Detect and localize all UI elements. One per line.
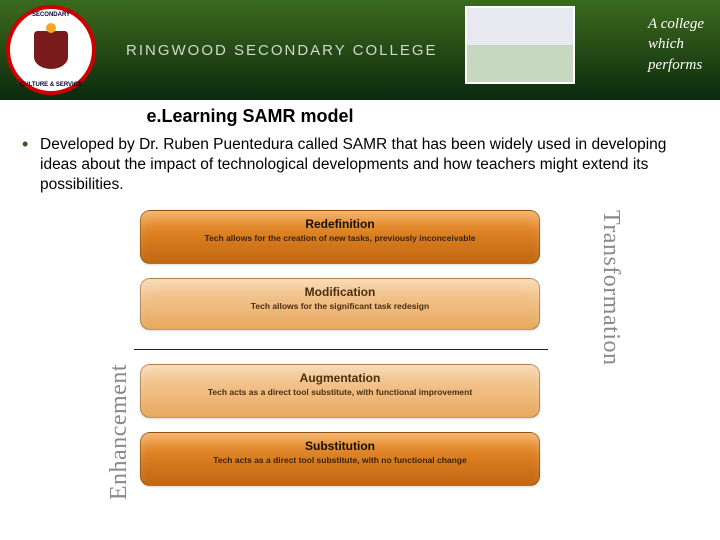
tagline-line-1: A college: [648, 14, 704, 34]
header-banner: SECONDARY CULTURE & SERVICE RINGWOOD SEC…: [0, 0, 720, 100]
label-transformation: Transformation: [597, 210, 624, 365]
bullet-1: Developed by Dr. Ruben Puentedura called…: [22, 135, 698, 194]
samr-augmentation-sub: Tech acts as a direct tool substitute, w…: [159, 387, 521, 398]
samr-augmentation: Augmentation Tech acts as a direct tool …: [140, 364, 540, 418]
samr-augmentation-title: Augmentation: [159, 371, 521, 385]
tagline: A college which performs: [648, 14, 704, 75]
samr-divider: [134, 349, 548, 350]
label-enhancement: Enhancement: [106, 364, 133, 500]
samr-diagram: Transformation Enhancement Redefinition …: [90, 204, 630, 504]
slide-title: e.Learning SAMR model: [70, 106, 430, 127]
header-photo: [465, 6, 575, 84]
samr-substitution: Substitution Tech acts as a direct tool …: [140, 432, 540, 486]
samr-modification: Modification Tech allows for the signifi…: [140, 278, 540, 330]
logo-top-text: SECONDARY: [10, 12, 92, 18]
tagline-line-3: performs: [648, 55, 704, 75]
logo-bottom-text: CULTURE & SERVICE: [10, 82, 92, 88]
samr-substitution-sub: Tech acts as a direct tool substitute, w…: [159, 455, 521, 466]
logo-emblem: [34, 31, 68, 69]
college-name: RINGWOOD SECONDARY COLLEGE: [126, 42, 438, 59]
samr-redefinition-title: Redefinition: [159, 217, 521, 231]
samr-substitution-title: Substitution: [159, 439, 521, 453]
tagline-line-2: which: [648, 34, 704, 54]
samr-redefinition-sub: Tech allows for the creation of new task…: [159, 233, 521, 244]
samr-modification-title: Modification: [159, 285, 521, 299]
college-crest-logo: SECONDARY CULTURE & SERVICE: [6, 5, 96, 95]
samr-redefinition: Redefinition Tech allows for the creatio…: [140, 210, 540, 264]
samr-modification-sub: Tech allows for the significant task red…: [159, 301, 521, 312]
body-text: Developed by Dr. Ruben Puentedura called…: [0, 127, 720, 194]
